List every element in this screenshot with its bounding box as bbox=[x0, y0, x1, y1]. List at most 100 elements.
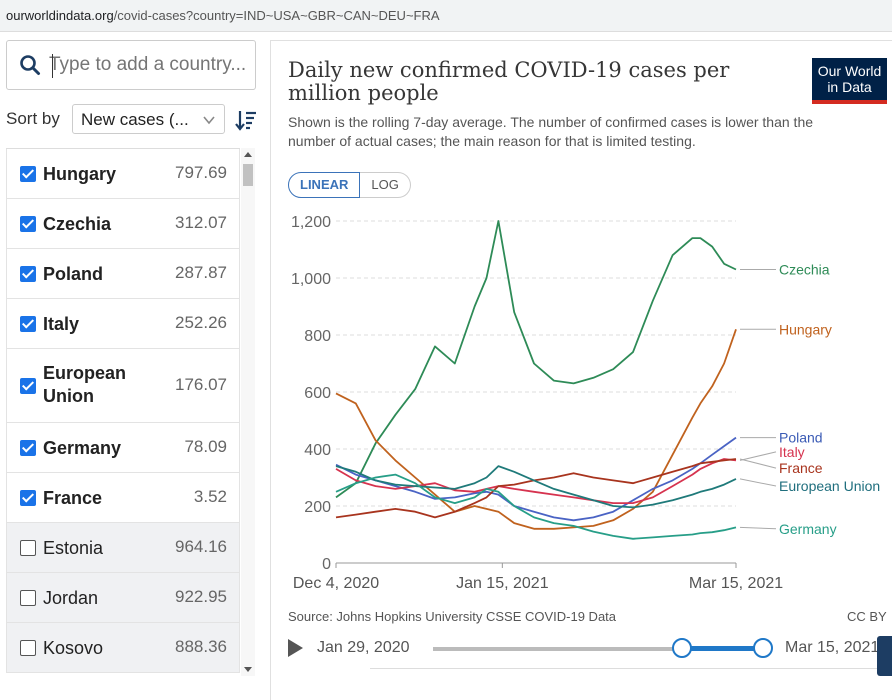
series-label[interactable]: Germany bbox=[779, 521, 837, 537]
x-tick-label: Dec 4, 2020 bbox=[293, 575, 379, 592]
y-tick-label: 0 bbox=[322, 556, 331, 573]
country-value: 888.36 bbox=[175, 637, 227, 656]
series-label[interactable]: Hungary bbox=[779, 321, 832, 337]
series-label[interactable]: Italy bbox=[779, 444, 805, 460]
y-tick-label: 200 bbox=[304, 499, 331, 516]
country-checkbox[interactable] bbox=[20, 640, 36, 656]
country-checkbox[interactable] bbox=[20, 316, 36, 332]
chart-subtitle: Shown is the rolling 7-day average. The … bbox=[288, 114, 814, 149]
timeline-track[interactable] bbox=[433, 647, 766, 651]
country-name: Germany bbox=[43, 438, 122, 458]
series-line-poland[interactable] bbox=[335, 436, 737, 522]
source-note[interactable]: Source: Johns Hopkins University CSSE CO… bbox=[288, 609, 617, 624]
sort-order-icon[interactable] bbox=[234, 108, 258, 132]
label-connector bbox=[739, 478, 777, 487]
country-value: 312.07 bbox=[175, 213, 227, 232]
country-list: Hungary 797.69 Czechia 312.07 Poland 287.87 It… bbox=[6, 148, 240, 676]
label-connector bbox=[739, 458, 777, 469]
series-line-hungary[interactable] bbox=[335, 329, 737, 530]
sort-by-select[interactable]: New cases (... bbox=[72, 104, 225, 134]
y-tick-label: 1,000 bbox=[291, 271, 331, 288]
log-scale-button[interactable]: LOG bbox=[360, 172, 411, 198]
country-checkbox[interactable] bbox=[20, 166, 36, 182]
scroll-down-arrow-icon[interactable] bbox=[244, 667, 252, 672]
logo-line-2: in Data bbox=[827, 79, 872, 95]
country-name: Jordan bbox=[43, 588, 99, 608]
series-line-european-union[interactable] bbox=[335, 465, 737, 509]
url-text[interactable]: ourworldindata.org/covid-cases?country=I… bbox=[6, 8, 440, 23]
country-checkbox[interactable] bbox=[20, 590, 36, 606]
country-checkbox[interactable] bbox=[20, 216, 36, 232]
country-checkbox[interactable] bbox=[20, 266, 36, 282]
series-label[interactable]: Czechia bbox=[779, 261, 830, 277]
country-value: 922.95 bbox=[175, 587, 227, 606]
country-row[interactable]: Estonia 964.16 bbox=[6, 523, 240, 573]
url-path: /covid-cases?country=IND~USA~GBR~CAN~DEU… bbox=[113, 8, 440, 23]
series-line-france[interactable] bbox=[335, 458, 737, 519]
country-search-box[interactable] bbox=[6, 40, 256, 90]
country-checkbox[interactable] bbox=[20, 440, 36, 456]
timeline-start-date: Jan 29, 2020 bbox=[317, 639, 410, 656]
country-list-scrollbar[interactable] bbox=[241, 148, 255, 676]
y-tick-label: 600 bbox=[304, 385, 331, 402]
country-row[interactable]: Germany 78.09 bbox=[6, 423, 240, 473]
label-connector bbox=[739, 451, 777, 461]
series-label[interactable]: Poland bbox=[779, 430, 823, 446]
series-line-germany[interactable] bbox=[335, 473, 737, 540]
country-name: Italy bbox=[43, 314, 80, 334]
series-label[interactable]: European Union bbox=[779, 478, 880, 494]
scroll-up-arrow-icon[interactable] bbox=[244, 152, 252, 157]
play-icon[interactable] bbox=[288, 639, 303, 657]
series-line-czechia[interactable] bbox=[335, 220, 737, 499]
line-chart: 0 200 400 600 800 1,000 1,200 Dec 4, 2020 Jan 15… bbox=[291, 214, 880, 592]
timeline-controls: Jan 29, 2020 Mar 15, 2021 bbox=[288, 637, 892, 661]
y-tick-label: 800 bbox=[304, 328, 331, 345]
timeline-end-handle[interactable] bbox=[753, 638, 773, 658]
logo-line-1: Our World bbox=[817, 63, 882, 79]
country-checkbox[interactable] bbox=[20, 490, 36, 506]
country-value: 78.09 bbox=[184, 437, 227, 456]
country-name: Czechia bbox=[43, 214, 112, 234]
sort-by-label: Sort by bbox=[6, 109, 60, 128]
country-row[interactable]: European Union 176.07 bbox=[6, 349, 240, 423]
country-row[interactable]: Hungary 797.69 bbox=[6, 149, 240, 199]
country-row[interactable]: Poland 287.87 bbox=[6, 249, 240, 299]
country-checkbox[interactable] bbox=[20, 378, 36, 394]
address-bar[interactable]: ourworldindata.org/covid-cases?country=I… bbox=[0, 0, 892, 32]
country-row[interactable]: Jordan 922.95 bbox=[6, 573, 240, 623]
country-value: 3.52 bbox=[193, 487, 227, 506]
url-host: ourworldindata.org bbox=[6, 8, 114, 23]
country-value: 964.16 bbox=[175, 537, 227, 556]
logo-red-bar bbox=[812, 100, 887, 104]
feedback-button[interactable] bbox=[877, 636, 892, 676]
country-selector-sidebar: Sort by New cases (... Hungary 797.69 Czec… bbox=[0, 32, 264, 676]
country-checkbox[interactable] bbox=[20, 540, 36, 556]
country-value: 176.07 bbox=[175, 375, 227, 394]
scale-toggle: LINEAR LOG bbox=[288, 172, 411, 198]
country-name: Kosovo bbox=[43, 638, 104, 658]
x-tick-label: Mar 15, 2021 bbox=[689, 575, 783, 592]
country-name: Poland bbox=[43, 264, 104, 284]
country-row[interactable]: France 3.52 bbox=[6, 473, 240, 523]
sort-row: Sort by New cases (... bbox=[6, 102, 258, 136]
timeline-selected-range bbox=[683, 646, 765, 651]
chevron-down-icon bbox=[203, 116, 215, 125]
chart-title: Daily new confirmed COVID-19 cases per m… bbox=[288, 58, 730, 105]
chart-panel: Daily new confirmed COVID-19 cases per m… bbox=[270, 40, 892, 700]
series-label[interactable]: France bbox=[779, 460, 823, 476]
y-tick-label: 400 bbox=[304, 442, 331, 459]
country-row[interactable]: Kosovo 888.36 bbox=[6, 623, 240, 673]
x-tick-label: Jan 15, 2021 bbox=[456, 575, 549, 592]
country-row[interactable]: Italy 252.26 bbox=[6, 299, 240, 349]
linear-scale-button[interactable]: LINEAR bbox=[288, 172, 361, 198]
country-name: Estonia bbox=[43, 538, 104, 558]
country-name: France bbox=[43, 488, 103, 508]
scrollbar-thumb[interactable] bbox=[243, 164, 253, 186]
license-note[interactable]: CC BY bbox=[847, 609, 887, 624]
country-search-input[interactable] bbox=[49, 51, 249, 79]
timeline-start-handle[interactable] bbox=[672, 638, 692, 658]
chart-tab-bar bbox=[370, 668, 892, 676]
owid-logo[interactable]: Our World in Data bbox=[812, 58, 887, 104]
country-row[interactable]: Czechia 312.07 bbox=[6, 199, 240, 249]
search-icon bbox=[20, 55, 40, 75]
